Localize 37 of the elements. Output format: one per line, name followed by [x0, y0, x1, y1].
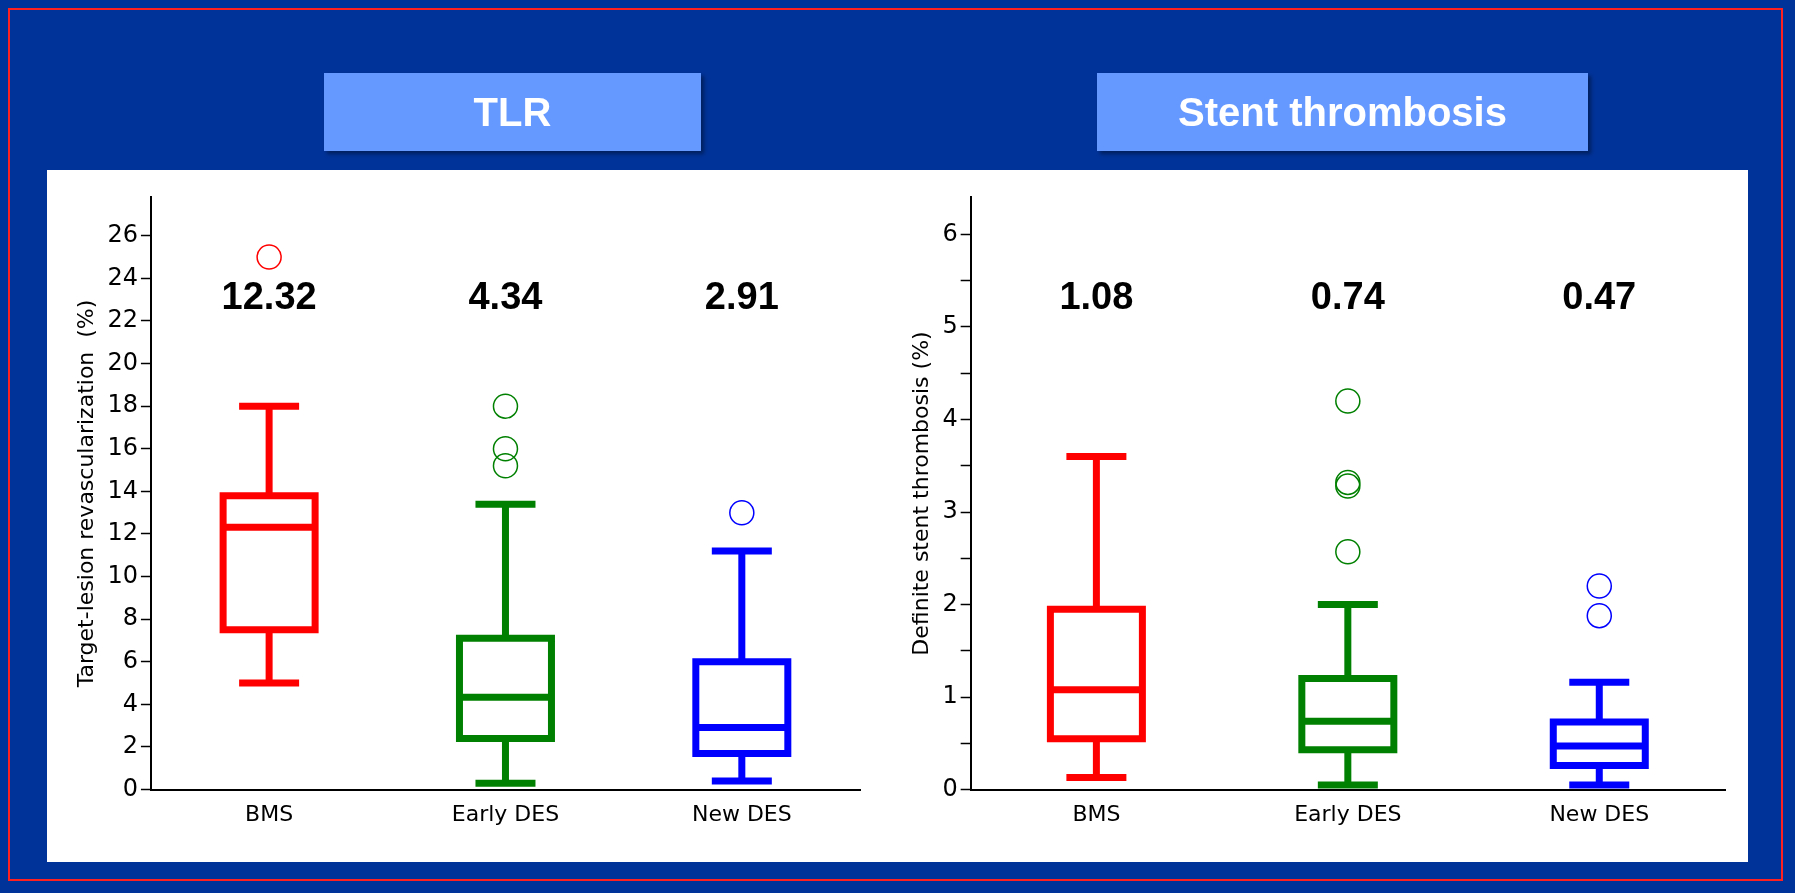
y-tick-label: 8	[122, 603, 138, 632]
y-axis-title: Definite stent thrombosis (%)	[907, 331, 933, 656]
y-tick-label: 0	[942, 773, 958, 802]
y-tick-label: 2	[942, 588, 958, 617]
annotation: 1.08	[1059, 274, 1134, 317]
y-tick-label: 20	[107, 347, 138, 376]
y-tick-label: 18	[107, 390, 138, 419]
chart-title: Stent thrombosis	[1097, 73, 1588, 151]
annotation: 12.32	[221, 274, 317, 317]
y-tick-label: 10	[107, 560, 138, 589]
y-tick-label: 6	[942, 218, 958, 247]
y-tick-label: 4	[942, 403, 958, 432]
annotation: 0.74	[1310, 274, 1385, 317]
y-tick-label: 6	[122, 646, 138, 675]
chart-title: TLR	[324, 73, 701, 151]
x-tick-label: BMS	[245, 800, 294, 826]
annotation: 2.91	[704, 274, 779, 317]
y-tick-label: 24	[107, 262, 138, 291]
y-axis-title: Target-lesion revascularization (%)	[72, 299, 98, 689]
y-tick-label: 1	[942, 681, 958, 710]
x-tick-label: New DES	[691, 800, 792, 826]
annotation: 4.34	[468, 274, 543, 317]
y-tick-label: 16	[107, 433, 138, 461]
x-tick-label: Early DES	[451, 800, 560, 826]
y-tick-label: 2	[122, 731, 138, 760]
y-tick-label: 3	[942, 496, 958, 525]
y-tick-label: 22	[107, 305, 138, 334]
x-tick-label: Early DES	[1294, 800, 1402, 826]
y-tick-label: 0	[122, 773, 138, 802]
y-tick-label: 12	[107, 518, 138, 547]
y-tick-label: 4	[122, 688, 138, 717]
y-tick-label: 5	[942, 311, 958, 340]
x-tick-label: New DES	[1549, 800, 1650, 826]
x-tick-label: BMS	[1072, 800, 1121, 826]
y-tick-label: 14	[107, 475, 138, 504]
y-tick-label: 26	[107, 219, 138, 248]
annotation: 0.47	[1562, 274, 1637, 317]
